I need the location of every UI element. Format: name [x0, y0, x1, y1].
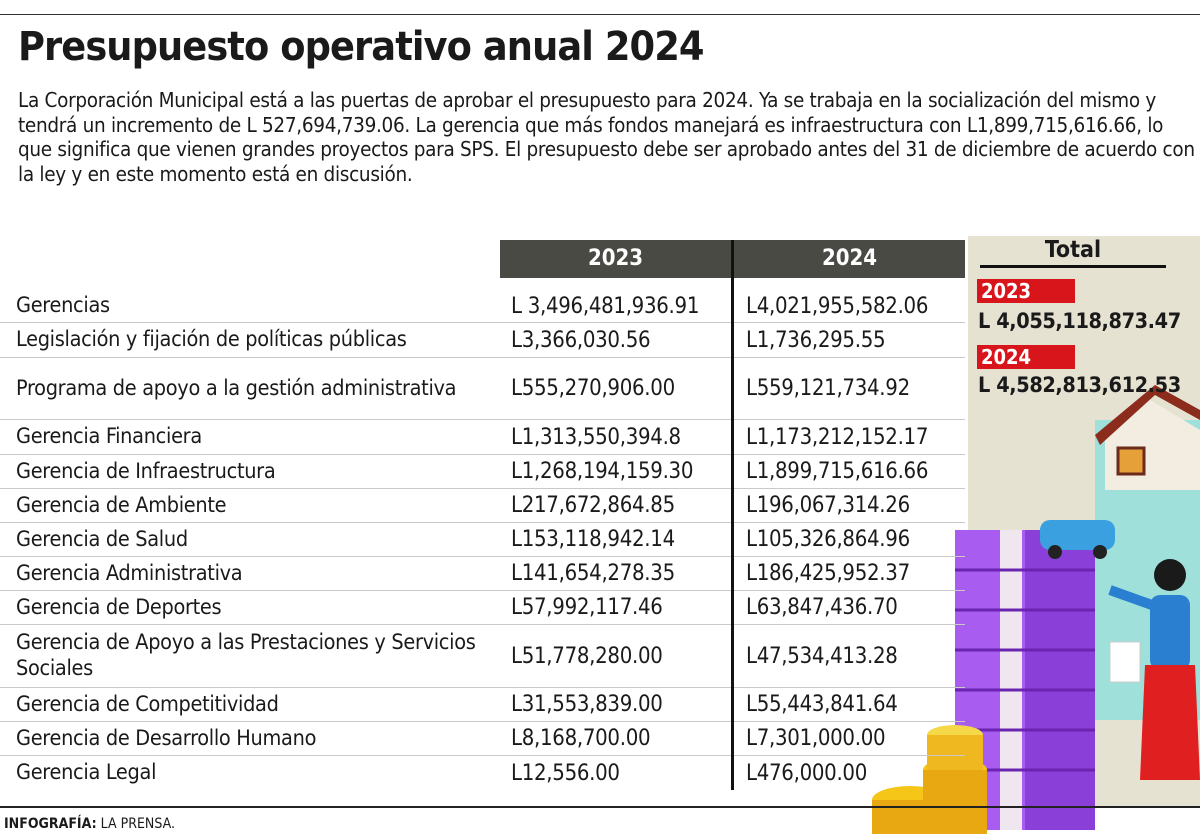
- row-label: Gerencia de Salud: [16, 526, 188, 552]
- column-header-2023: 2023: [500, 240, 731, 278]
- value-2023: L217,672,864.85: [511, 493, 675, 518]
- table-row: Gerencia Financiera L1,313,550,394.8 L1,17…: [0, 420, 965, 455]
- value-2023: L 3,496,481,936.91: [511, 293, 700, 319]
- row-label: Gerencia de Infraestructura: [16, 458, 276, 484]
- value-2024: L476,000.00: [746, 760, 868, 786]
- value-2024: L7,301,000.00: [746, 726, 886, 751]
- row-label: Gerencia Financiera: [16, 424, 202, 449]
- credit-line: INFOGRAFÍA: LA PRENSA.: [4, 816, 175, 832]
- total-value-2024: L 4,582,813,612.53: [978, 373, 1181, 398]
- value-2023: L51,778,280.00: [511, 643, 663, 669]
- table-row: Gerencia de Apoyo a las Prestaciones y S…: [0, 625, 965, 688]
- table-row: Gerencia Administrativa L141,654,278.35 L1…: [0, 557, 965, 591]
- credit-label: INFOGRAFÍA:: [4, 816, 97, 832]
- budget-illustration: [872, 385, 1200, 834]
- value-2023: L153,118,942.14: [511, 527, 675, 552]
- bottom-rule: [0, 806, 1200, 808]
- row-label: Legislación y fijación de políticas públ…: [16, 327, 407, 352]
- value-2023: L1,268,194,159.30: [511, 459, 694, 484]
- table-row: Legislación y fijación de políticas públ…: [0, 323, 965, 358]
- value-2024: L196,067,314.26: [746, 493, 910, 518]
- table-row: Gerencia de Infraestructura L1,268,194,15…: [0, 455, 965, 489]
- value-2023: L141,654,278.35: [511, 561, 675, 586]
- top-rule: [0, 14, 1200, 15]
- row-label: Programa de apoyo a la gestión administr…: [16, 375, 457, 401]
- value-2023: L8,168,700.00: [511, 726, 651, 751]
- value-2024: L4,021,955,582.06: [746, 293, 929, 319]
- table-row: Gerencia de Salud L153,118,942.14 L105,326…: [0, 523, 965, 557]
- value-2024: L1,173,212,152.17: [746, 424, 929, 450]
- intro-paragraph: La Corporación Municipal está a las puer…: [18, 88, 1195, 186]
- row-label: Gerencia Legal: [16, 760, 157, 785]
- value-2024: L1,899,715,616.66: [746, 459, 929, 484]
- total-value-2023: L 4,055,118,873.47: [978, 309, 1181, 334]
- car-icon: [1040, 520, 1115, 559]
- row-label: Gerencia de Ambiente: [16, 492, 227, 518]
- value-2023: L31,553,839.00: [511, 692, 663, 717]
- value-2023: L12,556.00: [511, 760, 620, 786]
- row-label: Gerencia de Deportes: [16, 594, 222, 620]
- value-2024: L55,443,841.64: [746, 692, 898, 717]
- row-label: Gerencia Administrativa: [16, 560, 243, 586]
- row-label: Gerencia de Apoyo a las Prestaciones y S…: [16, 630, 476, 681]
- column-header-2024: 2024: [734, 240, 965, 278]
- table-row: Gerencia de Competitividad L31,553,839.00…: [0, 688, 965, 722]
- woman-figure-icon: [1108, 559, 1200, 780]
- table-row: Programa de apoyo a la gestión administr…: [0, 358, 965, 420]
- value-2024: L186,425,952.37: [746, 561, 910, 586]
- row-label: Gerencia de Desarrollo Humano: [16, 725, 317, 751]
- row-label: Gerencias: [16, 293, 110, 318]
- value-2024: L559,121,734.92: [746, 376, 910, 401]
- value-2023: L57,992,117.46: [511, 595, 663, 620]
- table-row: Gerencia de Deportes L57,992,117.46 L63,84…: [0, 591, 965, 625]
- value-2024: L63,847,436.70: [746, 595, 898, 620]
- total-year-badge-2024: 2024: [977, 345, 1075, 369]
- column-divider: [731, 240, 734, 790]
- row-label: Gerencia de Competitividad: [16, 691, 279, 717]
- house-icon: [1095, 385, 1200, 490]
- value-2024: L47,534,413.28: [746, 643, 898, 669]
- total-year-badge-2023: 2023: [977, 279, 1075, 303]
- table-row: Gerencia de Desarrollo Humano L8,168,700.…: [0, 722, 965, 756]
- table-row: Gerencias L 3,496,481,936.91 L4,021,955,58…: [0, 290, 965, 323]
- total-title: Total: [980, 237, 1166, 268]
- value-2023: L3,366,030.56: [511, 327, 651, 353]
- value-2024: L1,736,295.55: [746, 327, 886, 353]
- table-row: Gerencia Legal L12,556.00 L476,000.00: [0, 756, 965, 790]
- value-2024: L105,326,864.96: [746, 527, 910, 552]
- credit-source: LA PRENSA.: [100, 816, 175, 832]
- value-2023: L1,313,550,394.8: [511, 424, 681, 450]
- page-title: Presupuesto operativo anual 2024: [18, 24, 705, 70]
- table-row: Gerencia de Ambiente L217,672,864.85 L196,…: [0, 489, 965, 523]
- value-2023: L555,270,906.00: [511, 376, 675, 401]
